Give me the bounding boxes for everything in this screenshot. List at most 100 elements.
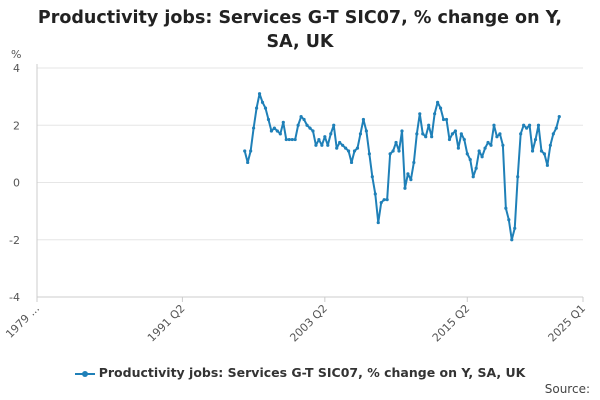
data-point[interactable] [344, 146, 348, 150]
data-point[interactable] [296, 123, 300, 127]
data-point[interactable] [346, 149, 351, 153]
data-point[interactable] [293, 137, 297, 142]
data-point[interactable] [272, 126, 276, 130]
data-point[interactable] [263, 106, 268, 110]
data-point[interactable] [278, 132, 282, 136]
data-point[interactable] [335, 146, 339, 150]
data-point[interactable] [424, 135, 428, 139]
data-point[interactable] [465, 152, 469, 156]
data-point[interactable] [412, 160, 416, 165]
data-point[interactable] [415, 132, 419, 136]
data-point[interactable] [557, 115, 561, 119]
data-point[interactable] [516, 175, 520, 179]
data-point[interactable] [394, 140, 398, 145]
data-point[interactable] [284, 137, 288, 142]
data-point[interactable] [477, 149, 481, 153]
data-point[interactable] [539, 149, 544, 153]
data-point[interactable] [519, 132, 523, 136]
data-point[interactable] [510, 238, 514, 242]
data-point[interactable] [530, 149, 535, 153]
data-point[interactable] [364, 129, 368, 133]
data-point[interactable] [302, 117, 306, 122]
data-point[interactable] [504, 206, 508, 210]
data-point[interactable] [489, 143, 493, 147]
data-point[interactable] [418, 112, 422, 116]
data-point[interactable] [391, 149, 395, 153]
data-point[interactable] [266, 117, 271, 122]
data-point[interactable] [299, 115, 303, 119]
data-point[interactable] [257, 92, 262, 96]
data-point[interactable] [436, 100, 440, 104]
data-point[interactable] [361, 117, 366, 122]
data-point[interactable] [287, 137, 291, 142]
data-point[interactable] [459, 132, 463, 136]
data-point[interactable] [352, 149, 357, 153]
data-point[interactable] [314, 143, 318, 147]
data-point[interactable] [495, 135, 499, 139]
data-point[interactable] [536, 123, 541, 127]
data-point[interactable] [367, 152, 371, 156]
data-point[interactable] [441, 117, 446, 122]
data-point[interactable] [430, 135, 434, 139]
legend[interactable]: Productivity jobs: Services G-T SIC07, %… [0, 365, 600, 380]
data-point[interactable] [527, 123, 532, 127]
data-point[interactable] [370, 175, 374, 179]
data-point[interactable] [281, 120, 285, 124]
data-point[interactable] [551, 132, 555, 136]
data-point[interactable] [349, 160, 354, 165]
data-point[interactable] [332, 123, 336, 127]
data-point[interactable] [501, 143, 505, 147]
data-point[interactable] [275, 129, 279, 133]
data-point[interactable] [421, 132, 425, 136]
data-point[interactable] [243, 149, 247, 153]
data-point[interactable] [513, 226, 517, 230]
data-point[interactable] [480, 155, 484, 159]
data-point[interactable] [498, 132, 502, 136]
data-point[interactable] [246, 160, 250, 165]
data-point[interactable] [522, 123, 526, 127]
data-point[interactable] [355, 146, 360, 150]
data-point[interactable] [269, 129, 274, 133]
data-point[interactable] [400, 129, 404, 133]
data-point[interactable] [462, 137, 466, 142]
data-point[interactable] [474, 166, 478, 170]
data-point[interactable] [545, 163, 549, 167]
data-point[interactable] [486, 140, 490, 145]
data-point[interactable] [548, 143, 552, 147]
data-point[interactable] [311, 129, 315, 133]
data-point[interactable] [290, 137, 294, 142]
data-point[interactable] [468, 158, 472, 162]
data-point[interactable] [492, 123, 496, 127]
data-point[interactable] [320, 143, 324, 147]
data-point[interactable] [453, 129, 457, 133]
data-point[interactable] [376, 220, 380, 225]
data-point[interactable] [358, 132, 363, 136]
data-point[interactable] [403, 186, 407, 190]
data-point[interactable] [385, 198, 389, 202]
data-point[interactable] [323, 135, 327, 139]
data-point[interactable] [379, 200, 383, 205]
data-point[interactable] [427, 123, 431, 127]
data-point[interactable] [406, 172, 410, 176]
data-point[interactable] [533, 137, 538, 142]
data-point[interactable] [260, 100, 265, 104]
data-point[interactable] [382, 198, 386, 202]
data-point[interactable] [254, 106, 259, 110]
data-point[interactable] [252, 126, 256, 130]
data-point[interactable] [433, 112, 437, 116]
data-point[interactable] [305, 123, 309, 127]
data-point[interactable] [409, 178, 413, 182]
data-point[interactable] [542, 152, 547, 156]
data-point[interactable] [507, 218, 511, 222]
data-point[interactable] [444, 117, 449, 122]
data-point[interactable] [397, 149, 401, 153]
data-point[interactable] [373, 192, 377, 196]
data-point[interactable] [438, 106, 443, 110]
data-point[interactable] [329, 132, 333, 136]
data-point[interactable] [249, 149, 253, 153]
data-point[interactable] [525, 126, 529, 130]
data-point[interactable] [447, 137, 452, 142]
data-point[interactable] [341, 143, 345, 147]
data-point[interactable] [388, 152, 392, 156]
data-point[interactable] [317, 137, 321, 142]
